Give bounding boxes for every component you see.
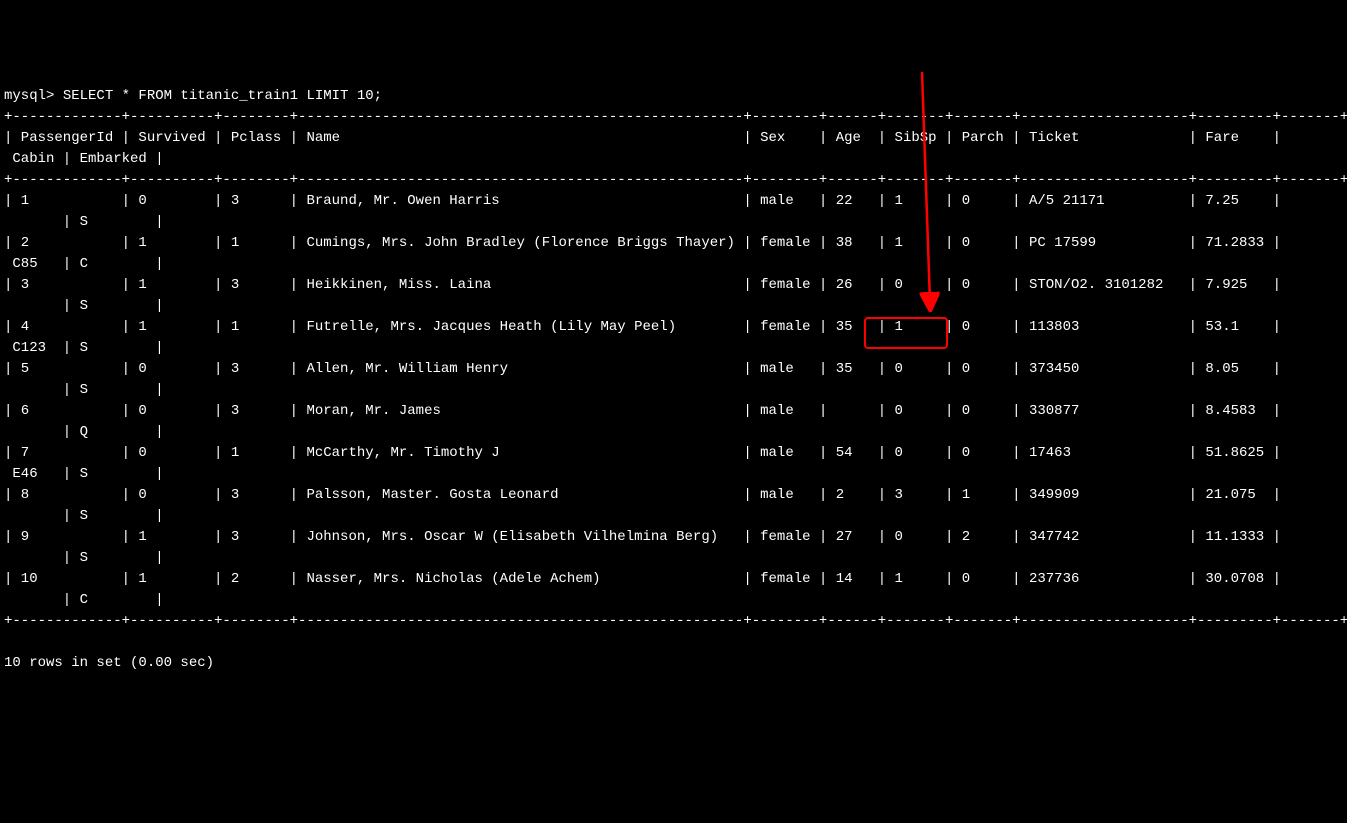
table-row: | 3 | 1 | 3 | Heikkinen, Miss. Laina | f… — [4, 277, 1281, 293]
table-row-wrap: | C | — [4, 592, 164, 608]
table-row-wrap: | Q | — [4, 424, 164, 440]
table-row-wrap: | S | — [4, 508, 164, 524]
annotation-layer — [0, 0, 17, 63]
table-header-line1b: Sex | Age | SibSp | Parch | Ticket | Far… — [760, 130, 1281, 146]
table-row: | 9 | 1 | 3 | Johnson, Mrs. Oscar W (Eli… — [4, 529, 1281, 545]
table-border-top: +-------------+----------+--------+-----… — [4, 109, 1347, 125]
table-row: | 4 | 1 | 1 | Futrelle, Mrs. Jacques Hea… — [4, 319, 1281, 335]
table-border-bottom: +-------------+----------+--------+-----… — [4, 613, 1347, 629]
mysql-prompt: mysql> — [4, 88, 63, 104]
table-row-wrap: | S | — [4, 382, 164, 398]
table-header-line2: Cabin | Embarked | — [4, 151, 164, 167]
table-row: | 10 | 1 | 2 | Nasser, Mrs. Nicholas (Ad… — [4, 571, 1281, 587]
footer-rowcount: 10 rows in set (0.00 sec) — [4, 655, 214, 671]
table-row: | 8 | 0 | 3 | Palsson, Master. Gosta Leo… — [4, 487, 1281, 503]
table-row-wrap: | S | — [4, 298, 164, 314]
table-row: | 1 | 0 | 3 | Braund, Mr. Owen Harris | … — [4, 193, 1281, 209]
table-row: | 2 | 1 | 1 | Cumings, Mrs. John Bradley… — [4, 235, 1281, 251]
table-row-wrap: C123 | S | — [4, 340, 164, 356]
table-row: | 6 | 0 | 3 | Moran, Mr. James | male | … — [4, 403, 1281, 419]
table-row-wrap: | S | — [4, 550, 164, 566]
table-row-wrap: E46 | S | — [4, 466, 164, 482]
table-header-line1a: | PassengerId | Survived | Pclass | Name… — [4, 130, 760, 146]
table-border-mid: +-------------+----------+--------+-----… — [4, 172, 1347, 188]
terminal-output: mysql> SELECT * FROM titanic_train1 LIMI… — [4, 86, 1343, 674]
table-row-wrap: C85 | C | — [4, 256, 164, 272]
table-row: | 7 | 0 | 1 | McCarthy, Mr. Timothy J | … — [4, 445, 1281, 461]
table-row: | 5 | 0 | 3 | Allen, Mr. William Henry |… — [4, 361, 1281, 377]
table-row-wrap: | S | — [4, 214, 164, 230]
query-text: SELECT * FROM titanic_train1 LIMIT 10; — [63, 88, 382, 104]
